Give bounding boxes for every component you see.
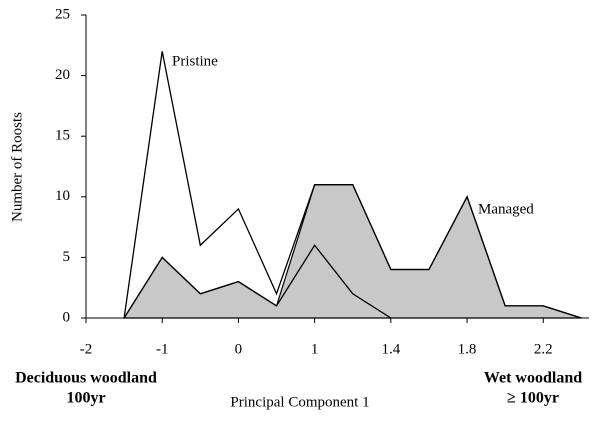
y-tick-label: 5 [63,249,71,265]
y-tick-label: 25 [55,6,70,22]
line [123,244,392,319]
line [123,51,582,319]
x-tick-label: -2 [80,341,93,357]
y-tick-label: 0 [63,309,71,325]
x-tick-label: 1.8 [458,341,477,357]
y-tick-label: 15 [55,128,70,144]
footer-left: 100yr [66,390,105,407]
footer-right: ≥ 100yr [507,390,559,407]
x-tick-label: 1 [311,341,319,357]
y-tick-label: 10 [55,188,70,204]
y-axis-label: Number of Roosts [9,112,25,222]
x-axis-label: Principal Component 1 [230,394,369,410]
series-label: Pristine [172,53,218,69]
x-tick-label: -1 [156,341,169,357]
x-tick-label: 0 [235,341,243,357]
y-tick-label: 20 [55,67,70,83]
footer-right: Wet woodland [484,370,582,387]
footer-left: Deciduous woodland [15,370,157,387]
x-tick-label: 2.2 [534,341,553,357]
series-label: Managed [478,201,534,217]
x-tick-label: 1.4 [381,341,400,357]
